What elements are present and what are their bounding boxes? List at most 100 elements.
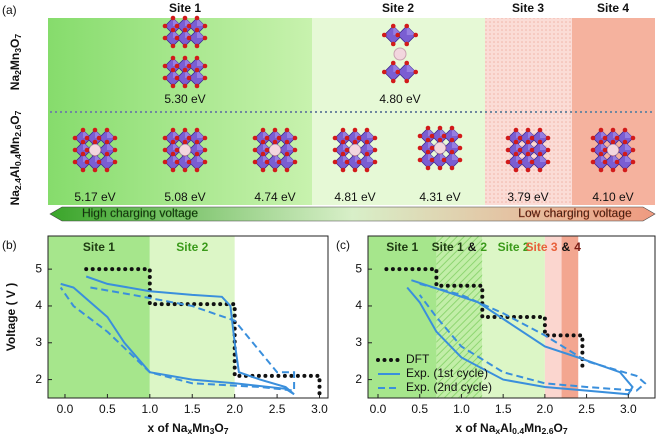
region [48, 236, 150, 398]
oxygen-atom [194, 83, 200, 89]
oxygen-atom [352, 167, 358, 173]
oxygen-atom [340, 127, 346, 133]
oxygen-atom [545, 147, 551, 153]
subscript: 0.4 [13, 154, 23, 166]
y-tick-label: 4 [355, 298, 362, 312]
panel-label: (a) [2, 3, 17, 17]
x-tick-label: 1.0 [453, 402, 470, 416]
polyhedron-face [625, 154, 633, 162]
oxygen-atom [381, 32, 387, 38]
subscript: 3 [13, 48, 23, 53]
oxygen-atom [194, 15, 200, 21]
y-tick-label: 5 [355, 261, 362, 275]
region-label-part: Site 1 [83, 240, 115, 254]
oxygen-atom [417, 145, 423, 151]
sodium-atom [269, 144, 281, 156]
subscript: 7 [13, 34, 23, 39]
subscript: 2.6 [13, 125, 23, 137]
oxygen-atom [284, 139, 290, 145]
oxygen-atom [457, 145, 463, 151]
energy-label: 4.81 eV [334, 190, 375, 204]
oxygen-atom [417, 157, 423, 163]
oxygen-atom [598, 127, 604, 133]
region-label-part: Site 3 [526, 240, 558, 254]
polyhedron-face [625, 130, 633, 138]
y-tick-label: 5 [35, 261, 42, 275]
oxygen-atom [525, 167, 531, 173]
region-label: Site 2 [176, 240, 208, 254]
oxygen-atom [162, 23, 168, 29]
panel-label: (c) [336, 238, 350, 252]
oxygen-atom [425, 125, 431, 131]
oxygen-atom [182, 83, 188, 89]
site-2-background [312, 18, 485, 205]
oxygen-atom [202, 35, 208, 41]
oxygen-atom [84, 147, 90, 153]
oxygen-atom [529, 159, 535, 165]
arrow-label: High charging voltage [82, 206, 198, 220]
oxygen-atom [174, 135, 180, 141]
oxygen-atom [264, 147, 270, 153]
oxygen-atom [529, 135, 535, 141]
oxygen-atom [252, 159, 258, 165]
site-3-texture [485, 18, 572, 205]
oxygen-atom [264, 135, 270, 141]
oxygen-atom [537, 139, 543, 145]
formula: x of NaxAl0.4Mn2.6O7 [455, 421, 567, 436]
y-tick-label: 2 [35, 372, 42, 386]
sodium-atom [89, 144, 101, 156]
x-tick-label: 3.0 [620, 402, 637, 416]
x-tick-label: 0.5 [99, 402, 116, 416]
oxygen-atom [344, 147, 350, 153]
oxygen-atom [614, 135, 620, 141]
oxygen-atom [404, 78, 410, 84]
oxygen-atom [182, 67, 188, 73]
oxygen-atom [170, 127, 176, 133]
oxygen-atom [170, 151, 176, 157]
oxygen-atom [170, 15, 176, 21]
polyhedron-face [452, 140, 460, 148]
oxygen-atom [390, 23, 396, 29]
polyhedron-face [540, 142, 548, 150]
oxygen-atom [194, 43, 200, 49]
oxygen-atom [72, 135, 78, 141]
plot-frame [47, 235, 329, 399]
oxygen-atom [292, 147, 298, 153]
oxygen-atom [332, 135, 338, 141]
oxygen-atom [517, 159, 523, 165]
subscript: 0.4 [512, 426, 524, 436]
formula-part: x of Na [455, 421, 495, 435]
oxygen-atom [610, 127, 616, 133]
oxygen-atom [80, 127, 86, 133]
region-hatch [436, 236, 483, 398]
oxygen-atom [104, 151, 110, 157]
oxygen-atom [610, 139, 616, 145]
subscript: 7 [13, 110, 23, 115]
polyhedron-face [197, 154, 205, 162]
oxygen-atom [80, 167, 86, 173]
oxygen-atom [449, 125, 455, 131]
oxygen-atom [186, 75, 192, 81]
formula: x of NaxMn3O7 [147, 421, 228, 436]
site-header: Site 1 [169, 1, 201, 15]
oxygen-atom [622, 139, 628, 145]
oxygen-atom [352, 127, 358, 133]
oxygen-atom [590, 159, 596, 165]
oxygen-atom [364, 167, 370, 173]
oxygen-atom [395, 32, 401, 38]
oxygen-atom [194, 55, 200, 61]
oxygen-atom [441, 133, 447, 139]
oxygen-atom [194, 67, 200, 73]
oxygen-atom [590, 135, 596, 141]
oxygen-atom [272, 167, 278, 173]
oxygen-atom [513, 127, 519, 133]
plot-frame [367, 235, 656, 399]
oxygen-atom [449, 137, 455, 143]
oxygen-atom [529, 147, 535, 153]
oxygen-atom [364, 139, 370, 145]
oxygen-atom [457, 157, 463, 163]
oxygen-atom [425, 149, 431, 155]
oxygen-atom [602, 135, 608, 141]
oxygen-atom [537, 167, 543, 173]
oxygen-atom [429, 157, 435, 163]
